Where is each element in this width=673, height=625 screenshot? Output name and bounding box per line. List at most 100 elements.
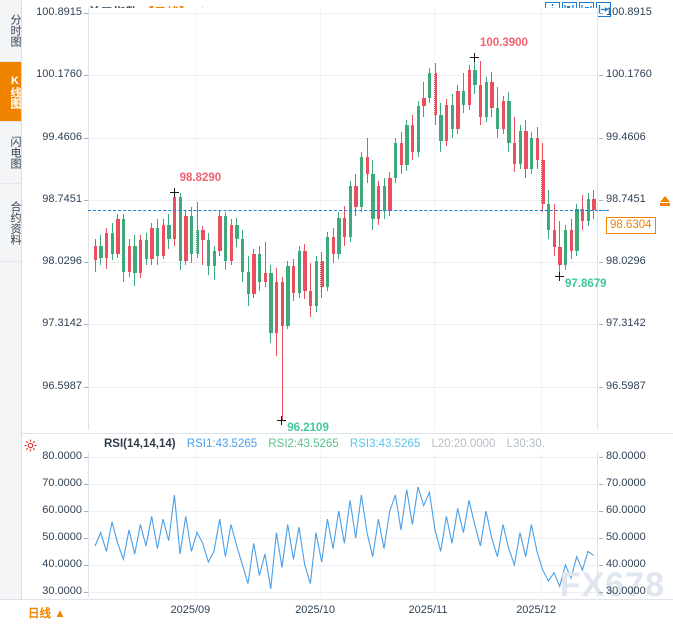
period-selector-button[interactable]: 日线 ▲ bbox=[28, 608, 66, 620]
rsi-chart-plot[interactable] bbox=[88, 452, 598, 597]
month-gridline bbox=[320, 8, 322, 430]
axis-tick bbox=[84, 537, 88, 539]
crosshair-marker-icon bbox=[277, 416, 287, 426]
axis-tick bbox=[84, 199, 88, 201]
gridline bbox=[89, 137, 597, 139]
rsi-series-line bbox=[94, 486, 595, 589]
sidebar-item-label: 合约资料 bbox=[9, 200, 21, 245]
axis-tick bbox=[84, 137, 88, 139]
rsi-legend: RSI(14,14,14) RSI1:43.5265 RSI2:43.5265 … bbox=[104, 438, 553, 450]
sidebar-item-contract-info[interactable]: 合约资料 bbox=[0, 184, 21, 262]
price-tick-label: 100.1760 bbox=[606, 68, 652, 81]
price-tick-label: 98.0296 bbox=[42, 255, 82, 268]
crosshair-marker-icon bbox=[169, 188, 179, 198]
axis-tick bbox=[599, 262, 603, 264]
high-price-annotation: 98.8290 bbox=[179, 172, 222, 185]
month-gridline bbox=[195, 452, 197, 597]
left-sidebar: 分时图 K线图闪电图合约资料 bbox=[0, 0, 22, 611]
price-tick-label: 98.7451 bbox=[606, 192, 646, 205]
axis-tick bbox=[599, 591, 603, 593]
rsi-tick-label: 60.0000 bbox=[42, 504, 82, 517]
gridline bbox=[89, 262, 597, 264]
price-tick-label: 96.5987 bbox=[42, 379, 82, 392]
axis-tick bbox=[599, 511, 603, 513]
rsi-tick-label: 40.0000 bbox=[606, 557, 646, 570]
gridline bbox=[89, 13, 597, 15]
last-price-line-extension bbox=[599, 209, 609, 211]
sidebar-item-label: 分时图 bbox=[9, 14, 21, 47]
price-up-arrow-icon bbox=[660, 195, 670, 202]
sidebar-item-timeshare-chart[interactable]: 分时图 bbox=[0, 0, 21, 62]
gridline bbox=[89, 75, 597, 77]
rsi-tick-label: 60.0000 bbox=[606, 504, 646, 517]
sidebar-item-candlestick-chart[interactable]: K线图 bbox=[0, 62, 21, 122]
date-tick-label: 2025/12 bbox=[516, 604, 556, 616]
bottom-axis-bar: 日线 ▲ bbox=[0, 599, 673, 625]
indicator-settings-icon[interactable] bbox=[24, 439, 37, 452]
price-chart-plot[interactable] bbox=[88, 8, 598, 430]
price-arrow-base bbox=[660, 202, 670, 206]
rsi-l30-value: L30:30. bbox=[506, 438, 545, 450]
gridline bbox=[89, 564, 597, 566]
price-tick-label: 100.1760 bbox=[36, 68, 82, 81]
rsi-tick-label: 70.0000 bbox=[606, 477, 646, 490]
axis-tick bbox=[84, 591, 88, 593]
price-tick-label: 98.0296 bbox=[606, 255, 646, 268]
axis-tick bbox=[84, 564, 88, 566]
price-tick-label: 99.4606 bbox=[42, 130, 82, 143]
price-tick-label: 98.7451 bbox=[42, 192, 82, 205]
month-gridline bbox=[541, 8, 543, 430]
gridline bbox=[89, 199, 597, 201]
sidebar-item-label: K线图 bbox=[9, 74, 21, 109]
watermark: FX678 bbox=[559, 566, 665, 604]
axis-tick bbox=[84, 13, 88, 15]
rsi1-value: RSI1:43.5265 bbox=[186, 438, 258, 450]
axis-tick bbox=[84, 324, 88, 326]
panel-divider bbox=[22, 433, 673, 434]
crosshair-marker-icon bbox=[554, 272, 564, 282]
rsi-tick-label: 30.0000 bbox=[42, 584, 82, 597]
rsi-tick-label: 30.0000 bbox=[606, 584, 646, 597]
rsi-tick-label: 80.0000 bbox=[606, 450, 646, 463]
axis-tick bbox=[599, 137, 603, 139]
month-gridline bbox=[541, 452, 543, 597]
gridline bbox=[89, 591, 597, 593]
price-tick-label: 97.3142 bbox=[606, 317, 646, 330]
date-tick-label: 2025/10 bbox=[295, 604, 335, 616]
gridline bbox=[89, 457, 597, 459]
last-price-tag[interactable]: 98.6304 bbox=[606, 216, 656, 234]
high-price-annotation: 100.3900 bbox=[479, 36, 528, 49]
axis-tick bbox=[84, 386, 88, 388]
date-tick-label: 2025/09 bbox=[170, 604, 211, 616]
price-tick-label: 97.3142 bbox=[42, 317, 82, 330]
rsi-tick-label: 50.0000 bbox=[42, 530, 82, 543]
price-tick-label: 100.8915 bbox=[606, 6, 652, 19]
rsi-tick-label: 50.0000 bbox=[606, 530, 646, 543]
axis-tick bbox=[599, 457, 603, 459]
month-gridline bbox=[320, 452, 322, 597]
axis-tick bbox=[84, 75, 88, 77]
axis-tick bbox=[599, 13, 603, 15]
axis-tick bbox=[84, 511, 88, 513]
month-gridline bbox=[433, 8, 435, 430]
gridline bbox=[89, 324, 597, 326]
axis-tick bbox=[599, 324, 603, 326]
axis-tick bbox=[599, 386, 603, 388]
rsi-tick-label: 70.0000 bbox=[42, 477, 82, 490]
sidebar-item-lightning-chart[interactable]: 闪电图 bbox=[0, 122, 21, 184]
low-price-annotation: 96.2109 bbox=[287, 422, 329, 435]
gridline bbox=[89, 511, 597, 513]
rsi2-value: RSI2:43.5265 bbox=[268, 438, 339, 450]
axis-tick bbox=[599, 484, 603, 486]
axis-tick bbox=[599, 537, 603, 539]
low-price-annotation: 97.8679 bbox=[564, 278, 607, 291]
date-tick-label: 2025/11 bbox=[408, 604, 448, 616]
rsi-tick-label: 80.0000 bbox=[42, 450, 82, 463]
rsi-title: RSI(14,14,14) bbox=[104, 438, 176, 450]
axis-tick bbox=[599, 75, 603, 77]
rsi-l20-value: L20:20.0000 bbox=[431, 438, 496, 450]
axis-tick bbox=[84, 457, 88, 459]
price-tick-label: 96.5987 bbox=[606, 379, 646, 392]
axis-tick bbox=[599, 564, 603, 566]
axis-tick bbox=[599, 199, 603, 201]
